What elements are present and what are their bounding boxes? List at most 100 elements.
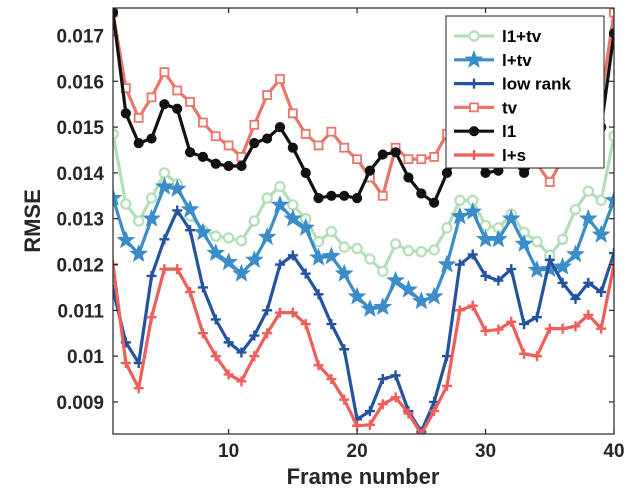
y-tick-label: 0.016 xyxy=(56,72,104,93)
data-point xyxy=(145,192,158,204)
data-point xyxy=(557,277,568,288)
y-axis-label: RMSE xyxy=(20,189,45,253)
data-point xyxy=(236,347,247,358)
data-point xyxy=(113,188,123,207)
y-tick-label: 0.015 xyxy=(56,118,104,139)
data-point xyxy=(159,234,170,245)
data-point xyxy=(193,222,213,241)
legend-item: tv xyxy=(454,98,518,117)
data-point xyxy=(480,325,491,336)
data-point xyxy=(184,147,196,158)
data-point xyxy=(120,358,131,368)
data-point xyxy=(198,117,208,128)
data-point xyxy=(506,316,517,327)
data-point xyxy=(578,208,598,227)
legend-label: l+s xyxy=(502,146,526,165)
data-point xyxy=(608,130,614,142)
data-point xyxy=(531,235,543,248)
y-tick-label: 0.009 xyxy=(56,393,104,414)
data-point xyxy=(450,206,470,225)
data-point xyxy=(557,323,568,334)
data-point xyxy=(416,429,427,434)
data-point xyxy=(249,330,260,341)
data-point xyxy=(531,351,542,362)
data-point xyxy=(519,319,530,330)
y-tick-label: 0.01 xyxy=(67,347,104,368)
data-point xyxy=(223,140,234,151)
data-point xyxy=(570,321,581,332)
data-point xyxy=(257,227,277,245)
plot-frame xyxy=(112,7,615,435)
data-point xyxy=(206,243,226,262)
series-l-s xyxy=(113,259,614,434)
y-tick-label: 0.011 xyxy=(58,301,105,322)
data-point xyxy=(300,268,311,279)
data-point xyxy=(172,103,183,114)
data-point xyxy=(158,167,171,179)
data-point xyxy=(249,138,260,149)
data-point xyxy=(210,314,221,325)
legend-item: l+tv xyxy=(454,49,532,70)
data-point xyxy=(518,167,530,179)
data-point xyxy=(377,149,388,160)
data-point xyxy=(275,307,285,318)
series-line xyxy=(113,264,614,434)
data-point xyxy=(373,297,393,316)
data-point xyxy=(402,245,415,257)
data-point xyxy=(172,264,183,275)
data-point xyxy=(377,399,388,410)
data-point xyxy=(403,408,414,419)
data-point xyxy=(609,248,614,259)
data-point xyxy=(236,376,247,387)
data-point xyxy=(442,380,452,391)
data-point xyxy=(197,328,208,339)
data-point xyxy=(390,392,401,403)
data-point xyxy=(583,277,594,288)
x-tick-label: 10 xyxy=(218,441,239,462)
data-point xyxy=(180,199,200,218)
legend-swatch-marker xyxy=(468,126,480,137)
series-l-tv xyxy=(113,176,614,317)
data-point xyxy=(480,270,491,281)
data-point xyxy=(570,293,581,304)
data-point xyxy=(287,199,299,211)
data-point xyxy=(389,238,402,250)
data-point xyxy=(287,307,298,318)
data-point xyxy=(116,230,136,249)
data-point xyxy=(120,108,131,119)
x-tick-label: 30 xyxy=(475,441,496,462)
data-point xyxy=(364,406,375,417)
data-point xyxy=(146,92,157,103)
data-point xyxy=(197,282,208,293)
legend-label: l+tv xyxy=(502,51,532,70)
data-point xyxy=(566,244,585,263)
data-point xyxy=(313,140,324,151)
data-point xyxy=(185,97,195,107)
data-point xyxy=(219,252,238,271)
data-point xyxy=(235,234,248,247)
data-point xyxy=(210,158,221,169)
data-point xyxy=(609,8,614,18)
data-point xyxy=(596,287,607,297)
data-point xyxy=(454,259,465,270)
data-point xyxy=(583,309,594,320)
data-point xyxy=(274,121,286,133)
data-point xyxy=(159,99,170,110)
data-point xyxy=(339,344,350,355)
data-point xyxy=(146,270,157,281)
data-point xyxy=(223,160,234,172)
data-point xyxy=(604,190,614,209)
legend-swatch-marker xyxy=(469,150,479,160)
data-point xyxy=(364,253,376,265)
legend-label: low rank xyxy=(502,75,572,94)
data-point xyxy=(347,286,367,305)
data-point xyxy=(274,180,286,193)
data-point xyxy=(283,208,303,227)
data-point xyxy=(544,254,555,265)
data-point xyxy=(403,172,414,183)
data-point xyxy=(146,133,157,144)
data-point xyxy=(270,195,290,213)
data-point xyxy=(480,167,491,179)
data-point xyxy=(514,234,534,252)
data-point xyxy=(339,142,350,153)
